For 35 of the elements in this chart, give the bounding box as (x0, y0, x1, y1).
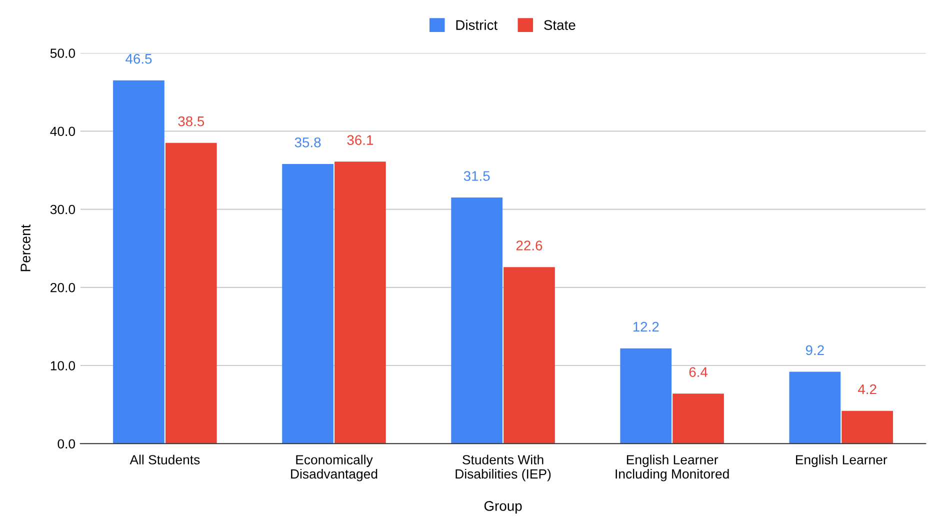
y-tick-label: 40.0 (50, 126, 76, 136)
data-label: 6.4 (689, 367, 708, 377)
bar (504, 267, 555, 444)
x-axis-title: Group (484, 501, 522, 514)
x-tick-label: All Students (130, 454, 200, 464)
x-tick-label: English Learner (796, 454, 888, 468)
data-label: 4.2 (858, 384, 876, 394)
bar (672, 394, 724, 444)
bar (451, 198, 503, 444)
y-tick-label: 0.0 (58, 439, 76, 449)
x-tick-label: Students With Disabilities (IEP) (456, 454, 551, 482)
bar (165, 142, 217, 444)
y-tick-label: 30.0 (50, 204, 76, 214)
x-tick-label: English Learner Including Monitored (616, 454, 729, 482)
bar (842, 410, 894, 444)
data-label: 12.2 (633, 322, 659, 332)
y-axis-title: Percent (20, 224, 30, 272)
data-label: 9.2 (806, 345, 824, 356)
bar (282, 164, 334, 444)
data-label: 38.5 (178, 116, 204, 126)
legend-label: State (544, 20, 576, 30)
bar (789, 372, 841, 444)
y-tick-label: 50.0 (50, 48, 76, 58)
data-label: 22.6 (516, 240, 542, 250)
data-label: 36.1 (347, 135, 374, 145)
bar (113, 80, 164, 444)
y-tick-label: 10.0 (50, 361, 76, 370)
data-label: 35.8 (294, 137, 321, 148)
y-tick-label: 20.0 (50, 282, 76, 292)
legend-label: District (456, 20, 498, 30)
bar (620, 348, 672, 444)
bar (334, 162, 386, 444)
data-label: 46.5 (126, 54, 152, 64)
data-label: 31.5 (464, 171, 490, 181)
x-tick-label: Economically Disadvantaged (291, 454, 378, 482)
